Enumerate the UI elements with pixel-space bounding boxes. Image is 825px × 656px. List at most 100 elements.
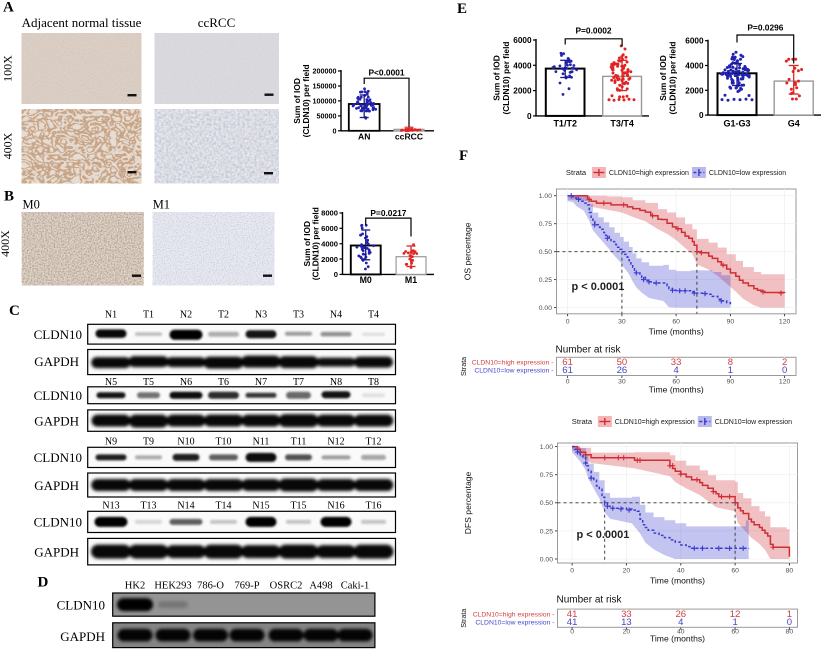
svg-text:Strata: Strata bbox=[459, 357, 468, 376]
svg-text:N6: N6 bbox=[180, 377, 192, 388]
svg-text:2000: 2000 bbox=[685, 86, 704, 95]
svg-text:T13: T13 bbox=[140, 501, 156, 512]
svg-text:200000: 200000 bbox=[313, 67, 337, 76]
svg-text:p < 0.0001: p < 0.0001 bbox=[572, 281, 625, 293]
svg-text:N16: N16 bbox=[327, 501, 344, 512]
svg-text:P=0.0296: P=0.0296 bbox=[747, 23, 783, 33]
svg-text:OS percentage: OS percentage bbox=[463, 222, 473, 280]
svg-text:2: 2 bbox=[782, 357, 787, 368]
svg-text:33: 33 bbox=[671, 357, 682, 368]
svg-text:CLDN10: CLDN10 bbox=[34, 450, 82, 465]
svg-text:400X: 400X bbox=[0, 230, 12, 257]
svg-text:Sum of IOD: Sum of IOD bbox=[491, 55, 501, 101]
svg-text:0.00: 0.00 bbox=[539, 305, 552, 312]
svg-text:80: 80 bbox=[786, 568, 794, 575]
svg-text:CLDN10: CLDN10 bbox=[34, 327, 82, 342]
svg-text:90: 90 bbox=[727, 318, 735, 325]
svg-text:Sum of IOD: Sum of IOD bbox=[658, 55, 668, 101]
svg-text:T7: T7 bbox=[293, 377, 304, 388]
svg-text:GAPDH: GAPDH bbox=[60, 629, 105, 644]
svg-text:T9: T9 bbox=[143, 437, 154, 448]
svg-text:CLDN10=low expression -: CLDN10=low expression - bbox=[475, 620, 554, 627]
svg-text:1: 1 bbox=[732, 617, 737, 628]
svg-text:100000: 100000 bbox=[313, 97, 337, 106]
svg-text:(CLDN10) per field: (CLDN10) per field bbox=[501, 41, 511, 114]
svg-text:T10: T10 bbox=[215, 437, 231, 448]
svg-text:T11: T11 bbox=[291, 437, 307, 448]
svg-text:T3/T4: T3/T4 bbox=[610, 119, 634, 129]
svg-text:(CLDN10) per field: (CLDN10) per field bbox=[310, 207, 320, 280]
svg-text:N12: N12 bbox=[327, 437, 344, 448]
svg-text:T4: T4 bbox=[368, 310, 379, 321]
svg-text:6000: 6000 bbox=[685, 37, 704, 46]
svg-text:0: 0 bbox=[782, 365, 787, 376]
svg-text:0.25: 0.25 bbox=[539, 277, 552, 284]
svg-text:N13: N13 bbox=[102, 501, 119, 512]
svg-text:Sum of IOD: Sum of IOD bbox=[302, 221, 312, 267]
svg-text:M1: M1 bbox=[153, 198, 170, 212]
svg-text:Adjacent normal tissue: Adjacent normal tissue bbox=[22, 15, 142, 30]
svg-text:0: 0 bbox=[527, 112, 532, 121]
svg-text:T6: T6 bbox=[218, 377, 229, 388]
svg-text:1.00: 1.00 bbox=[540, 444, 553, 451]
svg-text:T1/T2: T1/T2 bbox=[553, 119, 577, 129]
svg-text:HK2: HK2 bbox=[125, 581, 145, 592]
svg-text:2000: 2000 bbox=[321, 255, 338, 264]
svg-text:50: 50 bbox=[617, 357, 628, 368]
svg-text:T14: T14 bbox=[215, 501, 231, 512]
svg-text:769-P: 769-P bbox=[234, 581, 259, 592]
svg-text:40: 40 bbox=[677, 629, 685, 636]
svg-text:T8: T8 bbox=[368, 377, 379, 388]
svg-text:P=0.0217: P=0.0217 bbox=[370, 208, 406, 218]
svg-text:D: D bbox=[38, 575, 49, 591]
svg-text:M0: M0 bbox=[360, 275, 372, 285]
svg-text:N3: N3 bbox=[255, 310, 267, 321]
svg-text:A: A bbox=[3, 0, 14, 16]
svg-text:C: C bbox=[9, 303, 20, 319]
svg-text:(CLDN10) per field: (CLDN10) per field bbox=[667, 41, 677, 114]
svg-text:T5: T5 bbox=[143, 377, 154, 388]
svg-text:T3: T3 bbox=[293, 310, 304, 321]
svg-text:0: 0 bbox=[334, 270, 338, 279]
svg-text:120: 120 bbox=[779, 318, 791, 325]
svg-text:N14: N14 bbox=[177, 501, 194, 512]
svg-text:0.50: 0.50 bbox=[539, 249, 552, 256]
svg-text:13: 13 bbox=[621, 617, 632, 628]
svg-text:0: 0 bbox=[699, 111, 704, 120]
svg-text:N5: N5 bbox=[105, 377, 117, 388]
svg-text:6000: 6000 bbox=[513, 36, 532, 45]
svg-text:8: 8 bbox=[728, 357, 733, 368]
svg-text:N10: N10 bbox=[177, 437, 194, 448]
svg-text:p < 0.0001: p < 0.0001 bbox=[577, 529, 630, 541]
svg-text:CLDN10: CLDN10 bbox=[34, 388, 82, 403]
svg-text:F: F bbox=[459, 148, 468, 164]
svg-text:A498: A498 bbox=[309, 581, 332, 592]
svg-text:0.75: 0.75 bbox=[540, 472, 553, 479]
svg-text:GAPDH: GAPDH bbox=[34, 414, 79, 429]
svg-text:8000: 8000 bbox=[321, 209, 338, 218]
svg-text:ccRCC: ccRCC bbox=[198, 15, 236, 30]
svg-text:M1: M1 bbox=[405, 275, 417, 285]
svg-text:120: 120 bbox=[779, 379, 791, 386]
svg-text:100X: 100X bbox=[1, 55, 15, 82]
svg-text:90: 90 bbox=[727, 379, 735, 386]
svg-text:61: 61 bbox=[562, 357, 573, 368]
svg-text:CLDN10=high expression: CLDN10=high expression bbox=[609, 170, 689, 177]
svg-text:CLDN10=high expression: CLDN10=high expression bbox=[615, 419, 695, 426]
svg-text:T12: T12 bbox=[365, 437, 381, 448]
svg-text:1: 1 bbox=[787, 609, 792, 620]
svg-text:GAPDH: GAPDH bbox=[34, 354, 79, 369]
svg-text:CLDN10: CLDN10 bbox=[34, 515, 82, 530]
svg-text:G4: G4 bbox=[788, 119, 800, 129]
svg-text:AN: AN bbox=[358, 132, 370, 142]
svg-text:4000: 4000 bbox=[513, 61, 532, 70]
svg-text:12: 12 bbox=[730, 609, 741, 620]
svg-text:Strata: Strata bbox=[572, 417, 593, 426]
svg-text:0.25: 0.25 bbox=[540, 528, 553, 535]
svg-text:CLDN10=high expression -: CLDN10=high expression - bbox=[472, 360, 554, 367]
svg-text:CLDN10=high expression -: CLDN10=high expression - bbox=[473, 611, 555, 618]
svg-text:41: 41 bbox=[567, 609, 578, 620]
svg-text:1: 1 bbox=[728, 365, 733, 376]
svg-text:GAPDH: GAPDH bbox=[34, 545, 79, 560]
svg-text:4: 4 bbox=[673, 365, 678, 376]
